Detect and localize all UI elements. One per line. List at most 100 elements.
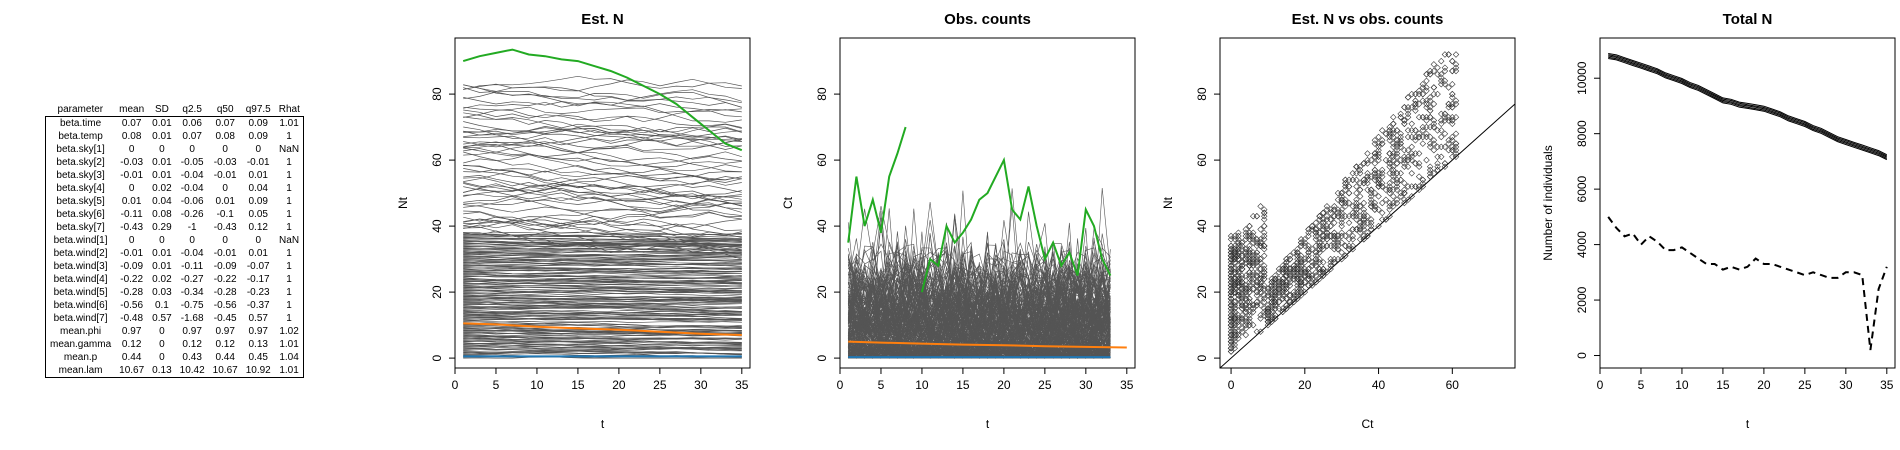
scatter-point bbox=[1242, 255, 1250, 263]
scatter-point bbox=[1390, 113, 1397, 121]
scatter-point bbox=[1430, 120, 1438, 128]
value-cell: -0.11 bbox=[181, 261, 204, 272]
value-cell: 0.97 bbox=[215, 326, 235, 337]
value-cell: 0 bbox=[189, 144, 195, 155]
scatter-point bbox=[1345, 236, 1353, 243]
scatter-point bbox=[1345, 176, 1353, 184]
site-trajectory-line bbox=[463, 344, 742, 348]
site-trajectory-line bbox=[463, 208, 742, 229]
parameter-cell: beta.sky[5] bbox=[56, 196, 105, 207]
value-cell: 0 bbox=[159, 352, 165, 363]
site-trajectory-line bbox=[463, 219, 742, 238]
scatter-point bbox=[1242, 249, 1250, 256]
y-axis-label: Ct bbox=[781, 196, 795, 209]
scatter-point bbox=[1323, 226, 1331, 233]
scatter-point bbox=[1379, 137, 1386, 144]
parameter-cell: beta.temp bbox=[58, 131, 103, 142]
scatter-point bbox=[1253, 298, 1261, 306]
scatter-point bbox=[1242, 308, 1250, 316]
scatter-point bbox=[1338, 229, 1345, 236]
scatter-point bbox=[1441, 160, 1449, 167]
scatter-point bbox=[1297, 275, 1305, 283]
scatter-point bbox=[1246, 311, 1253, 319]
scatter-point bbox=[1367, 196, 1375, 203]
x-tick-label: 0 bbox=[837, 378, 844, 392]
scatter-point bbox=[1231, 259, 1238, 266]
x-tick-label: 25 bbox=[653, 378, 667, 392]
parameter-cell: beta.wind[6] bbox=[53, 300, 108, 311]
scatter-point bbox=[1246, 272, 1253, 279]
scatter-point bbox=[1345, 199, 1353, 207]
scatter-point bbox=[1415, 160, 1423, 167]
scatter-point bbox=[1342, 183, 1349, 190]
x-tick-label: 20 bbox=[1298, 378, 1312, 392]
scatter-point bbox=[1356, 193, 1364, 200]
scatter-point bbox=[1415, 183, 1423, 190]
value-cell: 10.42 bbox=[179, 365, 205, 376]
scatter-point bbox=[1246, 278, 1253, 286]
scatter-point bbox=[1312, 272, 1320, 279]
table-row: beta.sky[3] -0.01 0.01 -0.04 -0.01 0.01 1 bbox=[46, 169, 304, 182]
scatter-point bbox=[1261, 242, 1268, 250]
scatter-point bbox=[1238, 298, 1246, 306]
scatter-point bbox=[1449, 120, 1456, 128]
scatter-point bbox=[1297, 242, 1305, 250]
scatter-point bbox=[1375, 156, 1382, 164]
site-trajectory-line bbox=[463, 266, 742, 270]
scatter-point bbox=[1452, 143, 1460, 151]
site-trajectory-line bbox=[463, 175, 742, 200]
value-cell: 0.08 bbox=[215, 131, 235, 142]
scatter-point bbox=[1268, 298, 1275, 306]
table-row: beta.wind[5] -0.28 0.03 -0.34 -0.28 -0.23 1 bbox=[46, 286, 304, 299]
scatter-point bbox=[1253, 212, 1261, 220]
scatter-point bbox=[1426, 163, 1434, 170]
series-line-2 bbox=[848, 340, 1127, 349]
column-header: q2.5 bbox=[182, 104, 202, 115]
scatter-point bbox=[1393, 183, 1401, 190]
value-cell: 10.67 bbox=[212, 365, 238, 376]
scatter-point bbox=[1294, 245, 1301, 253]
site-count-line bbox=[847, 268, 1111, 339]
scatter-point bbox=[1371, 166, 1379, 174]
parameter-cell: mean.p bbox=[63, 352, 98, 363]
scatter-point bbox=[1316, 212, 1323, 220]
value-cell: -0.04 bbox=[180, 248, 204, 259]
scatter-point bbox=[1231, 249, 1238, 256]
scatter-point bbox=[1441, 77, 1449, 85]
value-cell: -0.04 bbox=[180, 183, 204, 194]
value-cell: 1 bbox=[286, 313, 292, 324]
scatter-point bbox=[1412, 127, 1419, 134]
scatter-point bbox=[1452, 113, 1460, 121]
scatter-point bbox=[1371, 203, 1379, 210]
parameter-cell: beta.sky[6] bbox=[56, 209, 105, 220]
scatter-point bbox=[1286, 255, 1294, 263]
scatter-point bbox=[1323, 242, 1331, 250]
scatter-point bbox=[1445, 100, 1452, 108]
scatter-point bbox=[1367, 226, 1375, 233]
value-cell: 0 bbox=[159, 339, 165, 350]
scatter-point bbox=[1353, 203, 1360, 210]
scatter-point bbox=[1338, 193, 1345, 200]
scatter-point bbox=[1264, 321, 1272, 329]
scatter-point bbox=[1390, 170, 1397, 177]
scatter-point bbox=[1227, 331, 1235, 339]
scatter-point bbox=[1342, 179, 1349, 187]
scatter-point bbox=[1449, 67, 1456, 75]
value-cell: 1 bbox=[286, 131, 292, 142]
scatter-point bbox=[1305, 275, 1312, 283]
value-cell: -0.09 bbox=[120, 261, 144, 272]
scatter-point bbox=[1401, 179, 1408, 187]
site-trajectory-line bbox=[463, 84, 742, 104]
x-tick-label: 15 bbox=[571, 378, 585, 392]
site-trajectory-line bbox=[463, 230, 742, 253]
scatter-point bbox=[1331, 239, 1338, 246]
scatter-point bbox=[1401, 163, 1408, 170]
scatter-point bbox=[1242, 226, 1250, 233]
value-cell: 0.01 bbox=[152, 248, 172, 259]
scatter-point bbox=[1412, 100, 1419, 108]
value-cell: 1 bbox=[286, 300, 292, 311]
value-cell: 0 bbox=[255, 235, 261, 246]
scatter-point bbox=[1316, 255, 1323, 263]
scatter-point bbox=[1227, 252, 1235, 260]
site-trajectory-line bbox=[463, 101, 742, 123]
